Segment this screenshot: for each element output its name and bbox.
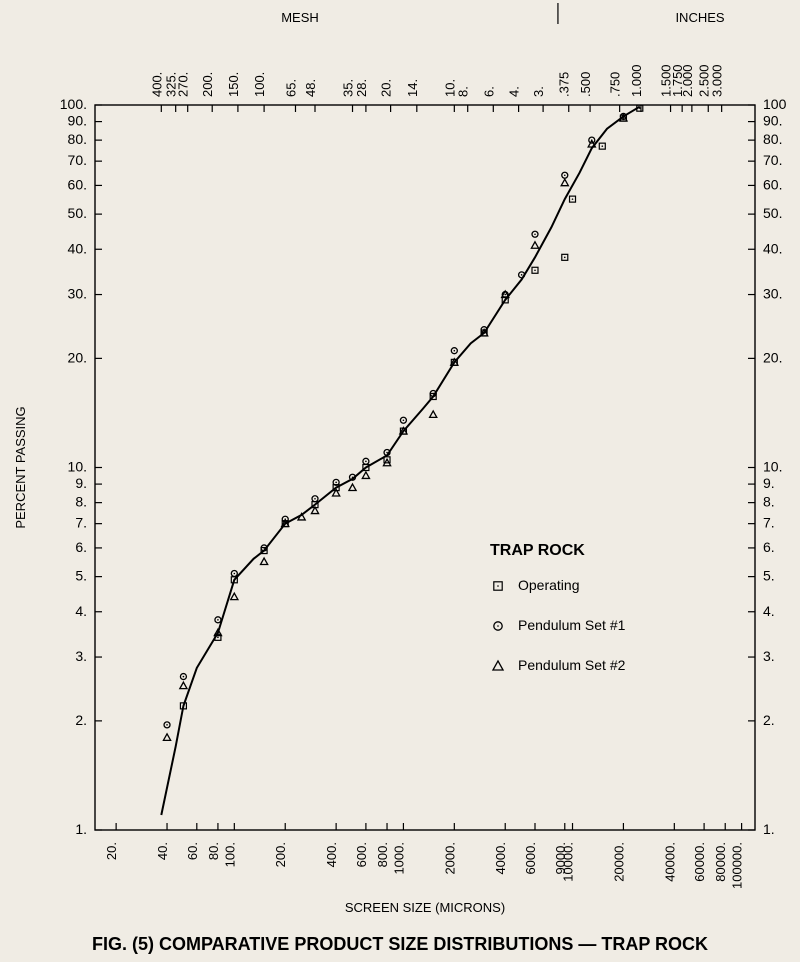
y-tick-right: 60. (763, 176, 782, 192)
legend-title: TRAP ROCK (490, 542, 585, 559)
x-tick: 60. (185, 842, 200, 860)
y-tick-right: 2. (763, 712, 775, 728)
x-tick: 80. (206, 842, 221, 860)
y-tick-left: 30. (68, 286, 87, 302)
y-tick-right: 8. (763, 494, 775, 510)
top-mesh-tick: 8. (456, 86, 471, 97)
top-mesh-tick: 65. (283, 79, 298, 97)
top-mesh-tick: 6. (481, 86, 496, 97)
top-mesh-tick: 100. (252, 72, 267, 97)
x-tick: 80000. (713, 842, 728, 882)
x-tick: 10000. (561, 842, 576, 882)
y-tick-right: 4. (763, 603, 775, 619)
top-mesh-tick: 150. (226, 72, 241, 97)
y-tick-right: 10. (763, 459, 782, 475)
y-tick-left: 20. (68, 349, 87, 365)
y-tick-right: 1. (763, 821, 775, 837)
chart-svg: 1.2.3.4.5.6.7.8.9.10.20.30.40.50.60.70.8… (0, 0, 800, 962)
y-tick-left: 40. (68, 240, 87, 256)
y-tick-left: 10. (68, 459, 87, 475)
top-mesh-label: MESH (281, 10, 319, 25)
y-tick-right: 20. (763, 349, 782, 365)
y-tick-left: 2. (75, 712, 87, 728)
y-tick-left: 60. (68, 176, 87, 192)
top-inch-tick: 3.000 (710, 64, 725, 97)
x-tick: 100. (222, 842, 237, 867)
top-mesh-tick: 200. (200, 72, 215, 97)
y-tick-right: 100 (763, 96, 787, 112)
legend-item-label: Pendulum Set #2 (518, 657, 626, 673)
y-tick-right: 6. (763, 539, 775, 555)
fit-curve (161, 107, 639, 815)
x-axis-label: SCREEN SIZE (MICRONS) (345, 900, 505, 915)
y-tick-left: 80. (68, 131, 87, 147)
x-tick: 100000. (730, 842, 745, 889)
y-tick-left: 1. (75, 821, 87, 837)
x-tick: 20. (104, 842, 119, 860)
x-tick: 4000. (493, 842, 508, 875)
y-tick-left: 9. (75, 475, 87, 491)
top-mesh-tick: 28. (354, 79, 369, 97)
figure-container: 1.2.3.4.5.6.7.8.9.10.20.30.40.50.60.70.8… (0, 0, 800, 962)
y-tick-right: 5. (763, 568, 775, 584)
plot-frame (95, 105, 755, 830)
y-tick-left: 8. (75, 494, 87, 510)
y-tick-left: 90. (68, 113, 87, 129)
top-inch-tick: .500 (578, 72, 593, 97)
y-tick-right: 7. (763, 515, 775, 531)
y-tick-right: 9. (763, 475, 775, 491)
top-mesh-tick: 14. (405, 79, 420, 97)
top-mesh-tick: 270. (176, 72, 191, 97)
x-tick: 800. (375, 842, 390, 867)
y-tick-right: 90. (763, 113, 782, 129)
y-tick-left: 7. (75, 515, 87, 531)
y-tick-right: 80. (763, 131, 782, 147)
y-tick-left: 100. (60, 96, 87, 112)
y-tick-right: 50. (763, 205, 782, 221)
y-tick-right: 3. (763, 648, 775, 664)
y-tick-right: 70. (763, 152, 782, 168)
x-tick: 40000. (662, 842, 677, 882)
x-tick: 20000. (611, 842, 626, 882)
y-axis-label: PERCENT PASSING (13, 406, 28, 528)
figure-caption: FIG. (5) COMPARATIVE PRODUCT SIZE DISTRI… (92, 934, 708, 954)
top-mesh-tick: 20. (379, 79, 394, 97)
top-mesh-tick: 3. (531, 86, 546, 97)
top-inch-tick: 2.000 (680, 64, 695, 97)
x-tick: 200. (273, 842, 288, 867)
y-tick-right: 40. (763, 240, 782, 256)
y-tick-left: 4. (75, 603, 87, 619)
x-tick: 1000. (391, 842, 406, 875)
x-tick: 600. (354, 842, 369, 867)
y-tick-right: 30. (763, 286, 782, 302)
x-tick: 400. (324, 842, 339, 867)
y-tick-left: 50. (68, 205, 87, 221)
top-mesh-tick: 4. (507, 86, 522, 97)
y-tick-left: 5. (75, 568, 87, 584)
top-mesh-tick: 48. (303, 79, 318, 97)
y-tick-left: 6. (75, 539, 87, 555)
x-tick: 60000. (692, 842, 707, 882)
top-inch-tick: 1.000 (629, 64, 644, 97)
y-tick-left: 70. (68, 152, 87, 168)
top-mesh-tick: 400. (149, 72, 164, 97)
x-tick: 2000. (442, 842, 457, 875)
legend-item-label: Pendulum Set #1 (518, 617, 626, 633)
top-inch-tick: .375 (557, 72, 572, 97)
y-tick-left: 3. (75, 648, 87, 664)
x-tick: 6000. (523, 842, 538, 875)
top-inches-label: INCHES (675, 10, 724, 25)
x-tick: 40. (155, 842, 170, 860)
legend-item-label: Operating (518, 577, 579, 593)
top-inch-tick: .750 (608, 72, 623, 97)
